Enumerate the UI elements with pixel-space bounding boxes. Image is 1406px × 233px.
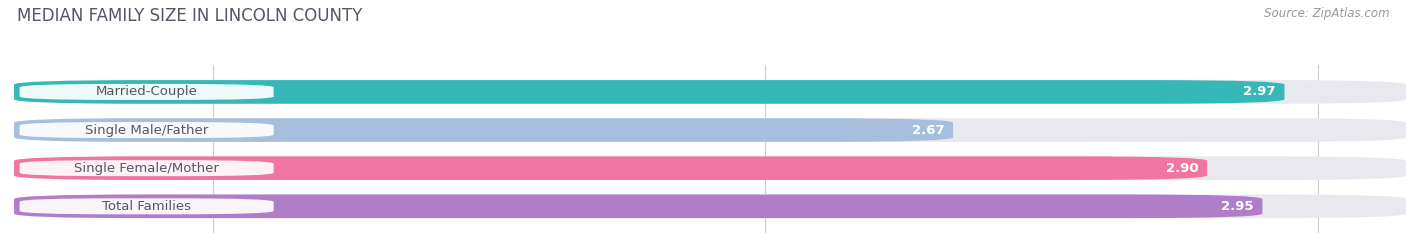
FancyBboxPatch shape [14, 195, 1406, 218]
Text: 2.95: 2.95 [1220, 200, 1254, 213]
Text: MEDIAN FAMILY SIZE IN LINCOLN COUNTY: MEDIAN FAMILY SIZE IN LINCOLN COUNTY [17, 7, 363, 25]
FancyBboxPatch shape [14, 156, 1208, 180]
FancyBboxPatch shape [14, 156, 1406, 180]
FancyBboxPatch shape [14, 118, 1406, 142]
FancyBboxPatch shape [20, 160, 274, 176]
Text: Source: ZipAtlas.com: Source: ZipAtlas.com [1264, 7, 1389, 20]
FancyBboxPatch shape [20, 122, 274, 138]
FancyBboxPatch shape [14, 80, 1406, 104]
Text: Single Female/Mother: Single Female/Mother [75, 162, 219, 175]
Text: 2.97: 2.97 [1243, 86, 1275, 98]
FancyBboxPatch shape [14, 80, 1285, 104]
FancyBboxPatch shape [14, 118, 953, 142]
Text: Married-Couple: Married-Couple [96, 86, 198, 98]
Text: 2.67: 2.67 [911, 123, 945, 137]
Text: 2.90: 2.90 [1166, 162, 1198, 175]
Text: Single Male/Father: Single Male/Father [84, 123, 208, 137]
FancyBboxPatch shape [14, 195, 1263, 218]
Text: Total Families: Total Families [103, 200, 191, 213]
FancyBboxPatch shape [20, 198, 274, 214]
FancyBboxPatch shape [20, 84, 274, 100]
